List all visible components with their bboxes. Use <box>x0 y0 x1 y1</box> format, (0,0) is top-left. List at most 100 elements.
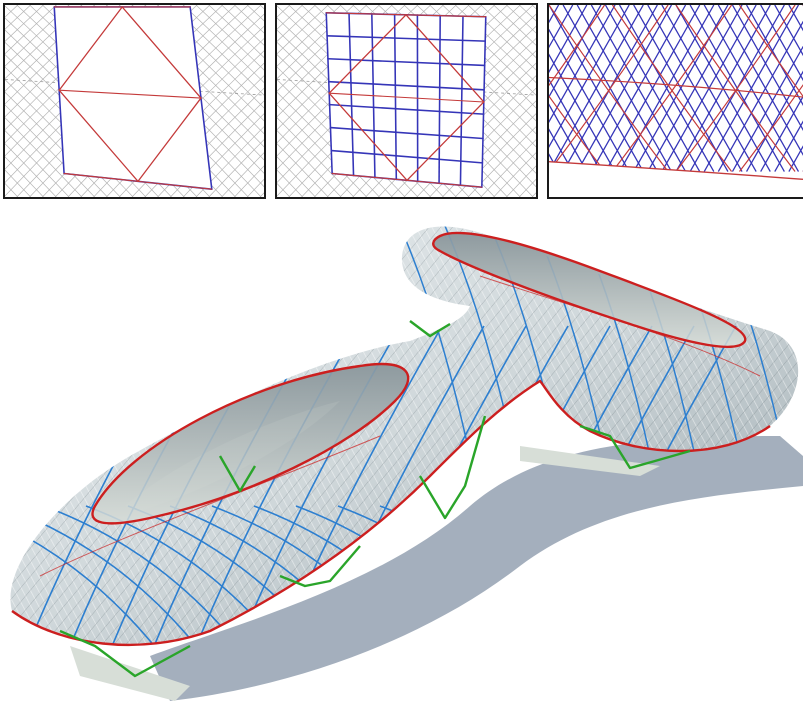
diamond-edge <box>121 6 202 99</box>
surface-line <box>399 226 471 457</box>
diagonal-line <box>675 5 796 172</box>
lattice-line <box>731 5 803 132</box>
lattice-line <box>760 5 803 82</box>
lattice-line <box>590 5 687 172</box>
mesh-line <box>480 5 536 59</box>
shell-ruling-cross <box>10 226 799 645</box>
diagonal-grid <box>325 12 487 188</box>
lattice-line <box>549 5 644 172</box>
medium-grid-drawing <box>277 5 536 197</box>
diamond-diagonal <box>328 92 485 103</box>
outer-border <box>11 379 771 647</box>
lattice-line <box>562 5 658 172</box>
center-axis <box>5 79 264 96</box>
bottom-edge <box>63 172 213 190</box>
lattice-line <box>549 78 602 172</box>
mesh-line <box>277 5 316 42</box>
lattice-line <box>774 120 803 172</box>
hole-main-border <box>91 362 410 525</box>
lattice-line <box>549 103 588 172</box>
support-member <box>218 455 257 493</box>
lattice-line <box>604 5 701 172</box>
lattice-line <box>549 28 630 172</box>
mesh-line <box>467 126 536 197</box>
mesh-line <box>277 143 329 197</box>
bottom-mask <box>549 161 803 197</box>
panel-medium-grid <box>275 3 538 199</box>
mesh-line <box>208 5 264 59</box>
mesh-line <box>5 117 83 197</box>
grid-line-horizontal <box>330 149 484 164</box>
grid-line-horizontal <box>327 57 486 67</box>
mesh-line <box>5 5 44 42</box>
lattice-line <box>618 5 715 172</box>
bottom-edge <box>549 161 803 181</box>
bottom-edge <box>331 172 483 188</box>
mesh-line <box>277 156 316 197</box>
mesh-line <box>506 165 536 197</box>
lattice-line <box>703 5 800 172</box>
inner-curve <box>39 435 381 577</box>
mesh-line <box>183 5 264 83</box>
mesh-line <box>5 143 57 197</box>
mesh-line <box>493 5 536 46</box>
support-member <box>409 320 451 338</box>
diamond-edge <box>406 101 485 181</box>
diagonal-line <box>675 5 796 172</box>
grid-line-horizontal <box>326 35 487 42</box>
mesh-line <box>277 130 342 197</box>
grid-line-horizontal <box>327 80 485 91</box>
mesh-line <box>277 117 355 197</box>
lattice-line <box>549 128 574 172</box>
support-member <box>418 415 487 520</box>
mesh-line <box>277 169 303 197</box>
top-edge <box>325 12 487 18</box>
mesh-line <box>208 139 264 197</box>
diagonal-line <box>612 5 733 172</box>
inner-curve <box>479 275 761 377</box>
mesh-line <box>195 5 264 71</box>
lattice-line <box>549 5 630 149</box>
mesh-line <box>480 139 536 197</box>
grid-background <box>326 12 486 188</box>
center-axis <box>277 79 536 96</box>
diamond-edge <box>58 89 139 182</box>
lattice-line <box>774 5 803 57</box>
fine-grid-drawing <box>549 5 803 197</box>
diamond-edge <box>137 97 202 182</box>
mesh-line <box>467 5 536 71</box>
grid-line-horizontal <box>329 126 484 140</box>
lattice-line <box>788 5 803 32</box>
lattice-line <box>745 70 803 172</box>
diamond-diagonal <box>58 89 202 99</box>
diamond-edge <box>328 14 407 94</box>
diamond-edge <box>405 14 485 103</box>
diamond-edge <box>328 92 408 181</box>
gridshell-render-drawing <box>10 226 803 701</box>
lattice-line <box>731 45 803 172</box>
mesh-line <box>221 5 264 46</box>
mesh-line <box>195 126 264 197</box>
support-member <box>279 545 361 588</box>
cast-shadow <box>150 436 803 701</box>
center-curve <box>549 76 803 98</box>
mesh-line <box>221 152 264 197</box>
hole-side-overlay <box>433 232 746 347</box>
grid-background <box>54 6 212 190</box>
panel-coarse-grid <box>3 3 266 199</box>
lattice-line <box>647 5 743 172</box>
lattice-line <box>549 5 574 49</box>
grid-line-horizontal <box>328 103 485 115</box>
diagonal-grid <box>53 6 213 190</box>
lattice-line <box>549 53 616 172</box>
support-member <box>579 424 691 470</box>
lattice-line <box>745 5 803 107</box>
surface-line <box>10 505 171 645</box>
panel-fine-grid <box>547 3 803 199</box>
lattice-line <box>760 95 803 172</box>
mesh-line <box>506 5 536 34</box>
hole-main-overlay <box>92 364 409 524</box>
diagonal-line <box>739 84 803 172</box>
mesh-line <box>493 152 536 197</box>
lattice-line <box>576 5 673 172</box>
